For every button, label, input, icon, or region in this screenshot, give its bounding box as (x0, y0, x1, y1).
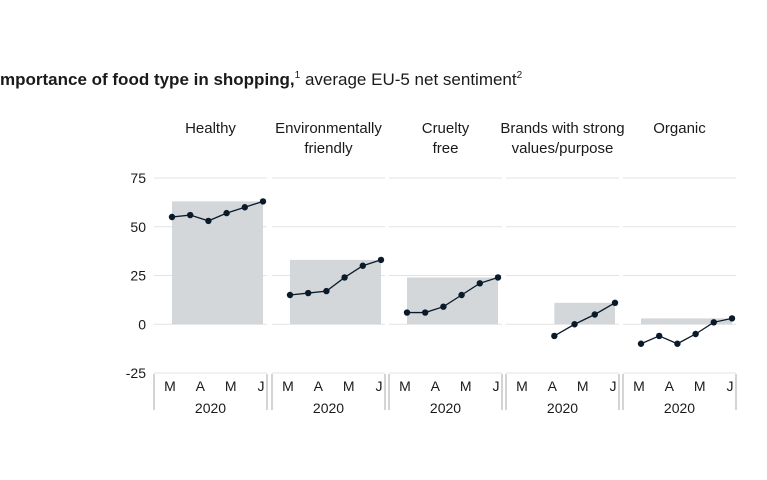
data-point (692, 330, 699, 338)
data-point (422, 309, 429, 316)
panel-title: friendly (304, 140, 353, 157)
series-line (554, 302, 616, 337)
chart-title-rest: average EU-5 net sentiment (300, 70, 517, 89)
x-tick-label: M (282, 378, 294, 394)
data-point (458, 291, 465, 299)
x-tick-label: M (460, 378, 472, 394)
y-tick-label: 25 (130, 268, 146, 284)
data-point (323, 287, 330, 295)
data-point (305, 289, 312, 297)
year-label: 2020 (313, 400, 344, 416)
area-band (172, 201, 263, 325)
footnote-marker-2: 2 (516, 70, 523, 81)
data-point (259, 198, 267, 205)
x-tick-label: M (577, 378, 589, 394)
data-point (377, 256, 385, 264)
data-point (728, 315, 736, 322)
x-tick-label: A (196, 378, 206, 394)
data-point (359, 262, 366, 269)
panel-title: values/purpose (512, 140, 614, 157)
year-label: 2020 (664, 400, 695, 416)
area-band (641, 318, 732, 325)
y-tick-label: -25 (126, 365, 146, 381)
data-point (440, 303, 447, 310)
x-tick-label: M (164, 378, 176, 394)
data-point (637, 340, 645, 347)
data-point (494, 274, 502, 281)
x-tick-label: M (225, 378, 237, 394)
year-label: 2020 (430, 400, 461, 416)
panel-title: Healthy (185, 120, 236, 137)
year-label: 2020 (547, 400, 578, 416)
data-point (286, 291, 294, 299)
y-tick-label: 75 (130, 170, 146, 186)
x-tick-label: J (610, 378, 617, 394)
data-point (241, 204, 248, 211)
x-tick-label: A (548, 378, 558, 394)
x-tick-label: M (516, 378, 528, 394)
year-label: 2020 (195, 400, 226, 416)
data-point (591, 311, 598, 318)
panel-title: free (433, 140, 459, 157)
data-point (656, 332, 663, 340)
data-point (223, 209, 230, 217)
panel-title: Environmentally (275, 120, 382, 137)
data-point (551, 332, 558, 340)
data-point (341, 274, 348, 281)
x-tick-label: M (399, 378, 411, 394)
x-tick-label: M (343, 378, 355, 394)
footnote-marker-1: 1 (294, 70, 301, 81)
y-tick-label: 0 (138, 316, 146, 332)
x-tick-label: M (694, 378, 706, 394)
x-tick-label: J (493, 378, 500, 394)
x-tick-label: J (258, 378, 265, 394)
panel-title: Brands with strong (500, 120, 624, 137)
panel-title: Organic (653, 120, 706, 137)
data-point (168, 213, 176, 221)
y-tick-label: 50 (130, 219, 146, 235)
x-tick-label: A (314, 378, 324, 394)
data-point (187, 211, 194, 219)
data-point (674, 340, 681, 347)
data-point (403, 309, 411, 316)
data-point (205, 217, 212, 225)
data-point (571, 321, 578, 328)
x-tick-label: A (665, 378, 675, 394)
data-point (611, 299, 619, 306)
x-tick-label: A (431, 378, 441, 394)
data-point (476, 280, 483, 287)
panel-title: Cruelty (422, 120, 470, 137)
chart-title-bold: mportance of food type in shopping, (0, 70, 295, 89)
area-band (290, 259, 381, 325)
x-tick-label: J (376, 378, 383, 394)
x-tick-label: M (633, 378, 645, 394)
x-tick-label: J (727, 378, 734, 394)
data-point (710, 319, 717, 326)
area-band (554, 302, 615, 325)
chart-title: mportance of food type in shopping,1 ave… (0, 70, 522, 90)
